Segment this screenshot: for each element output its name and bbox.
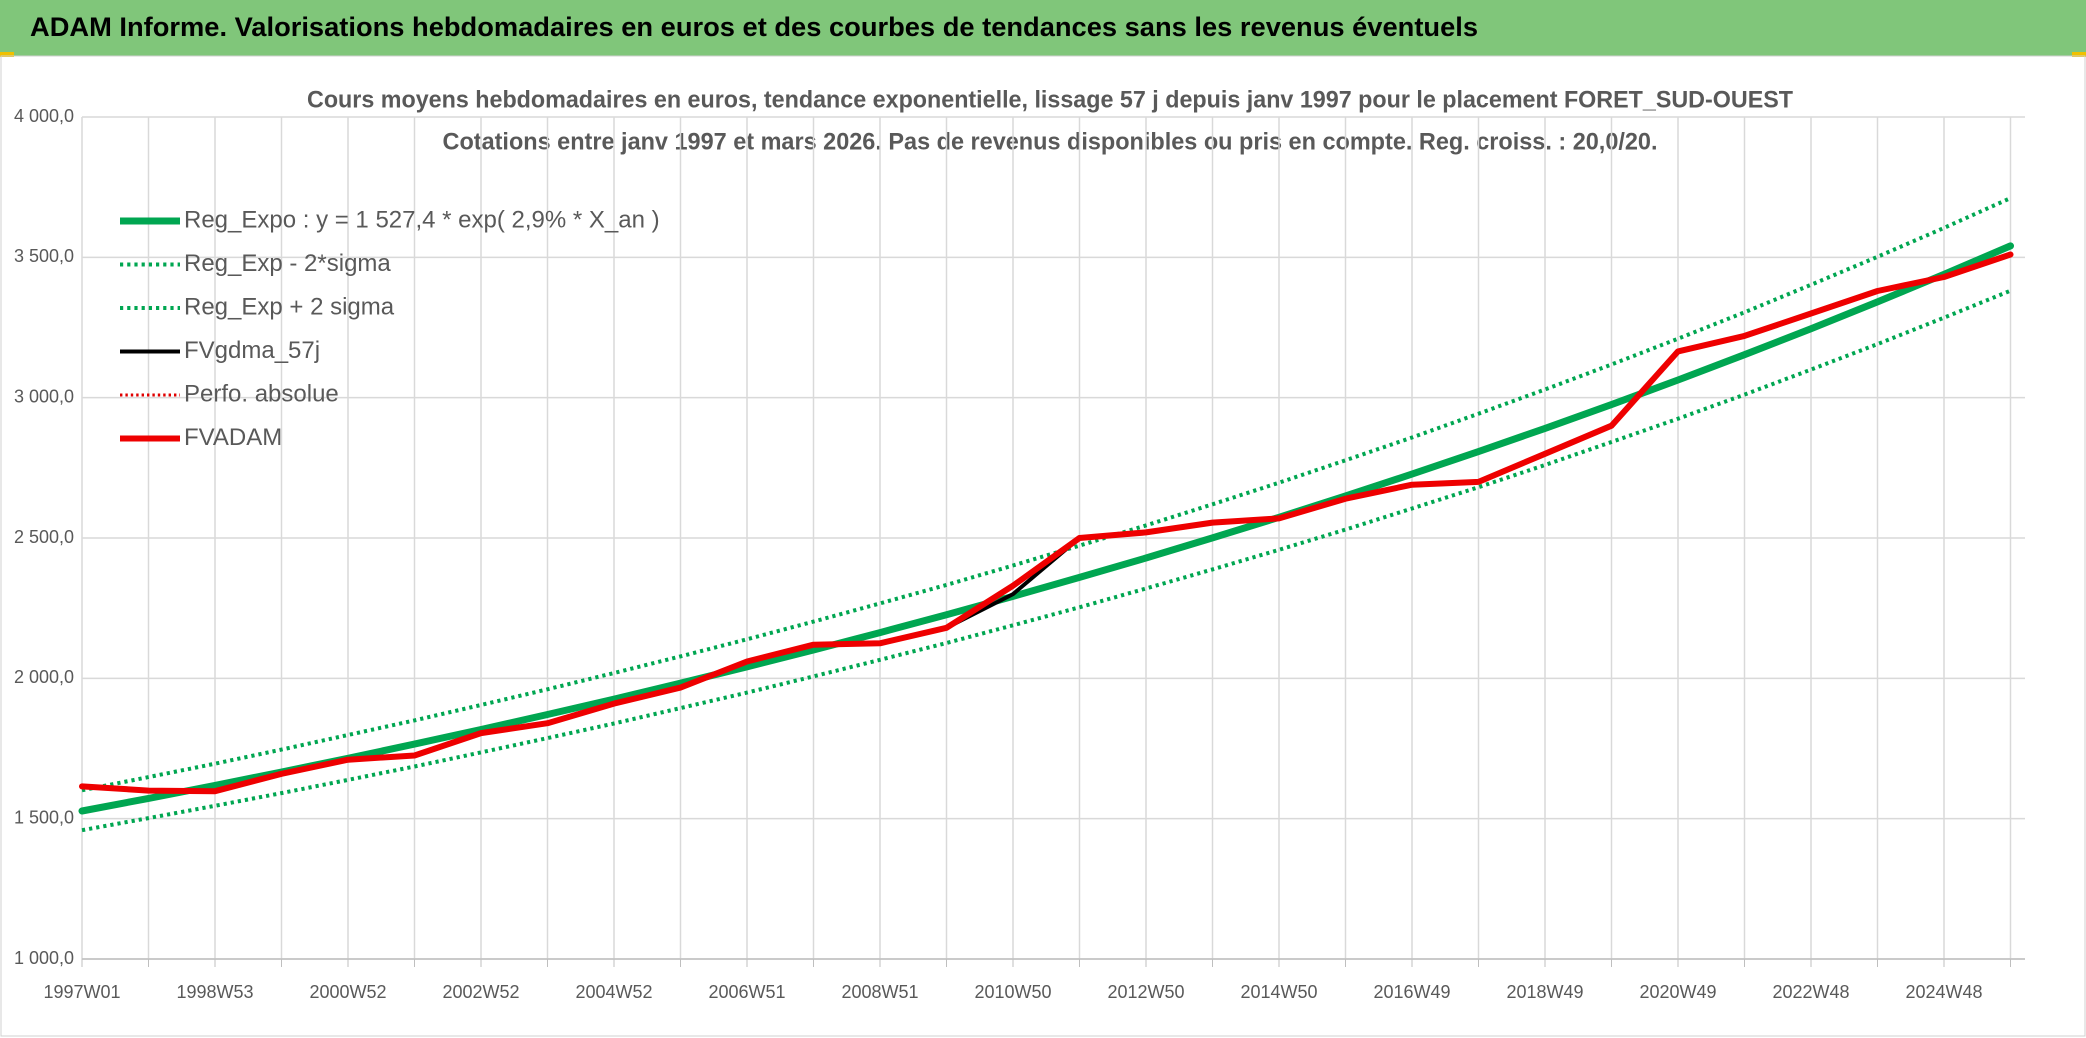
legend-label: Reg_Exp + 2 sigma <box>184 293 395 320</box>
y-tick-label: 1 500,0 <box>14 807 74 827</box>
series-line <box>81 288 2012 833</box>
x-tick-label: 2010W50 <box>974 982 1051 1002</box>
x-tick-label: 2020W49 <box>1639 982 1716 1002</box>
corner <box>0 52 14 57</box>
x-tick-label: 2008W51 <box>841 982 918 1002</box>
series-line <box>79 251 2014 795</box>
x-tick-label: 2016W49 <box>1373 982 1450 1002</box>
series-line <box>78 242 2014 815</box>
series-line <box>81 196 2012 793</box>
header-title: ADAM Informe. Valorisations hebdomadaire… <box>30 12 1478 42</box>
y-tick-label: 3 500,0 <box>14 246 74 266</box>
x-tick-label: 2006W51 <box>708 982 785 1002</box>
corner <box>2072 52 2086 57</box>
x-tick-label: 2012W50 <box>1107 982 1184 1002</box>
legend-label: Perfo. absolue <box>184 380 339 407</box>
x-tick-label: 2004W52 <box>575 982 652 1002</box>
x-tick-label: 2014W50 <box>1240 982 1317 1002</box>
y-tick-label: 1 000,0 <box>14 948 74 968</box>
legend-label: FVgdma_57j <box>184 337 320 364</box>
y-tick-label: 3 000,0 <box>14 386 74 406</box>
x-tick-label: 2000W52 <box>309 982 386 1002</box>
legend-label: FVADAM <box>184 424 282 451</box>
legend-label: Reg_Expo : y = 1 527,4 * exp( 2,9% * X_a… <box>184 206 660 233</box>
frame <box>0 55 2086 1037</box>
y-tick-label: 2 000,0 <box>14 667 74 687</box>
x-tick-label: 2018W49 <box>1506 982 1583 1002</box>
chart-subtitle: Cours moyens hebdomadaires en euros, ten… <box>307 86 1793 113</box>
y-tick-label: 2 500,0 <box>14 527 74 547</box>
header-bar <box>0 0 2086 56</box>
legend-label: Reg_Exp - 2*sigma <box>184 250 391 277</box>
x-tick-label: 2024W48 <box>1905 982 1982 1002</box>
x-tick-label: 2022W48 <box>1772 982 1849 1002</box>
x-tick-label: 1997W01 <box>43 982 120 1002</box>
x-tick-label: 2002W52 <box>442 982 519 1002</box>
y-tick-label: 4 000,0 <box>14 106 74 126</box>
x-tick-label: 1998W53 <box>176 982 253 1002</box>
chart-subtitle: Cotations entre janv 1997 et mars 2026. … <box>443 128 1658 155</box>
